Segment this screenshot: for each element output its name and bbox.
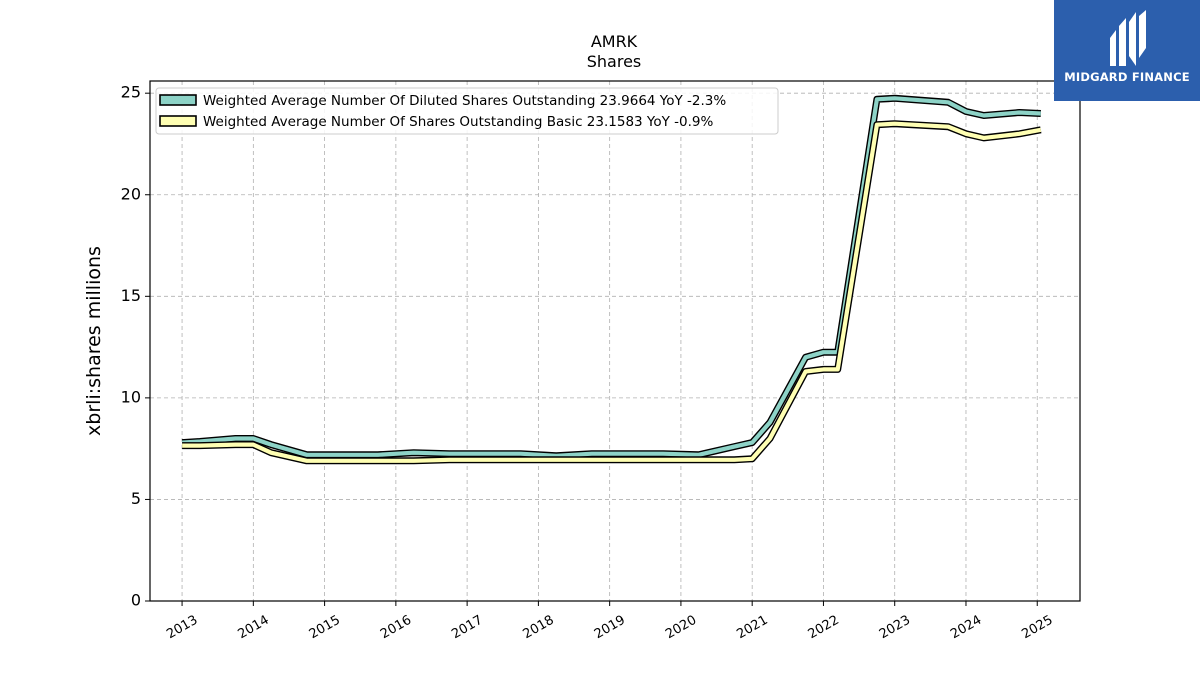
- y-tick-label: 10: [121, 387, 141, 406]
- logo: MIDGARD FINANCE: [1054, 0, 1200, 101]
- legend-box: [155, 87, 779, 135]
- legend-label-2: Weighted Average Number Of Shares Outsta…: [203, 114, 714, 130]
- x-tick-label: 2021: [734, 613, 770, 643]
- y-tick-label: 5: [131, 489, 141, 508]
- series-lines: [181, 94, 1042, 465]
- grid: [150, 81, 1080, 602]
- x-tick-label: 2024: [948, 613, 984, 643]
- plot-frame: [149, 80, 1081, 602]
- x-tick-label: 2014: [236, 613, 272, 643]
- series-line-1: [181, 96, 1041, 458]
- chart-title: AMRK: [591, 32, 638, 51]
- y-tick-label: 0: [131, 591, 141, 610]
- chart-subtitle: Shares: [587, 52, 642, 71]
- midgard-logo-icon: [1110, 10, 1146, 66]
- x-tick-label: 2025: [1019, 613, 1055, 643]
- x-tick-label: 2019: [592, 613, 628, 643]
- y-tick-label: 20: [121, 184, 141, 203]
- x-tick-label: 2015: [307, 613, 343, 643]
- x-tick-label: 2016: [378, 613, 414, 643]
- x-tick-label: 2022: [806, 613, 842, 643]
- legend-swatch-1: [159, 94, 197, 106]
- series-outline-1: [181, 94, 1041, 460]
- x-tick-label: 2013: [164, 613, 200, 643]
- y-axis-label: xbrli:shares millions: [83, 246, 105, 436]
- y-tick-label: 25: [121, 83, 141, 102]
- x-tick-label: 2020: [663, 613, 699, 643]
- legend: Weighted Average Number Of Diluted Share…: [155, 87, 779, 135]
- legend-label-1: Weighted Average Number Of Diluted Share…: [203, 93, 726, 109]
- legend-swatch-2: [159, 115, 197, 127]
- x-tick-label: 2018: [521, 613, 557, 643]
- logo-text: MIDGARD FINANCE: [1064, 70, 1190, 84]
- x-tick-label: 2023: [877, 613, 913, 643]
- series-line-2: [182, 121, 1042, 463]
- y-axis: 0 5 10 15 20 25: [121, 83, 150, 610]
- x-axis: 2013 2014 2015 2016 2017 2018 2019 2020 2021 2022…: [164, 601, 1056, 643]
- x-tick-label: 2017: [449, 613, 485, 643]
- series-outline-2: [182, 120, 1042, 465]
- y-tick-label: 15: [121, 286, 141, 305]
